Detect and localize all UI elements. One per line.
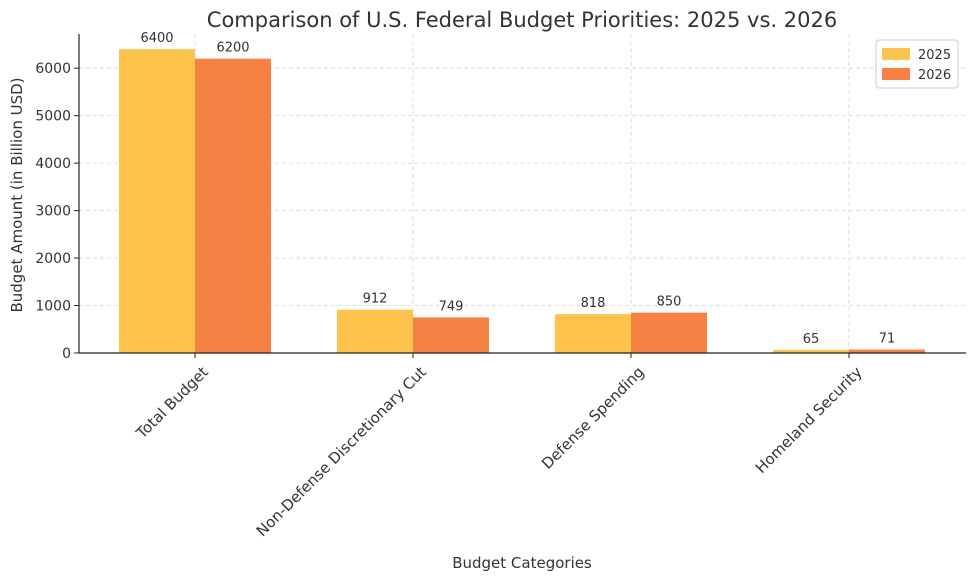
axes-group — [74, 34, 966, 358]
legend-swatch — [882, 68, 910, 80]
x-axis-label: Budget Categories — [452, 554, 592, 572]
x-tick-label: Defense Spending — [538, 363, 648, 473]
x-tick-label: Homeland Security — [752, 363, 866, 477]
bar-2025 — [773, 349, 849, 353]
bar-value-label: 6400 — [140, 31, 173, 46]
bar-2026 — [195, 58, 271, 354]
x-tick-label: Non-Defense Discretionary Cut — [253, 363, 430, 540]
data-labels-group: 6400 912 818 65 6200 749 850 71 — [140, 31, 895, 347]
bar-2025 — [119, 49, 195, 353]
y-tick-label: 3000 — [35, 204, 71, 220]
bar-value-label: 71 — [879, 332, 896, 347]
legend-label: 2026 — [918, 68, 951, 83]
x-tick-label: Total Budget — [132, 363, 212, 443]
bar-value-label: 818 — [581, 296, 606, 311]
y-tick-label: 4000 — [35, 156, 71, 172]
chart-title: Comparison of U.S. Federal Budget Priori… — [207, 8, 837, 32]
bar-value-label: 749 — [439, 299, 464, 314]
bar-2026 — [413, 317, 489, 353]
bar-value-label: 6200 — [216, 41, 249, 56]
bar-value-label: 65 — [803, 332, 820, 347]
bars-group — [119, 49, 925, 354]
bar-value-label: 850 — [657, 295, 682, 310]
legend-label: 2025 — [918, 48, 951, 63]
bar-value-label: 912 — [363, 292, 388, 307]
legend: 2025 2026 — [875, 39, 959, 89]
bar-2026 — [631, 312, 707, 353]
bar-2025 — [337, 309, 413, 353]
y-tick-label: 0 — [62, 346, 71, 362]
y-tick-label: 5000 — [35, 109, 71, 125]
bar-2025 — [555, 314, 631, 353]
legend-swatch — [882, 48, 910, 60]
bar-2026 — [849, 349, 925, 353]
y-tick-label: 2000 — [35, 251, 71, 267]
y-axis-label: Budget Amount (in Billion USD) — [8, 77, 26, 312]
y-tick-label: 6000 — [35, 61, 71, 77]
y-tick-label: 1000 — [35, 299, 71, 315]
